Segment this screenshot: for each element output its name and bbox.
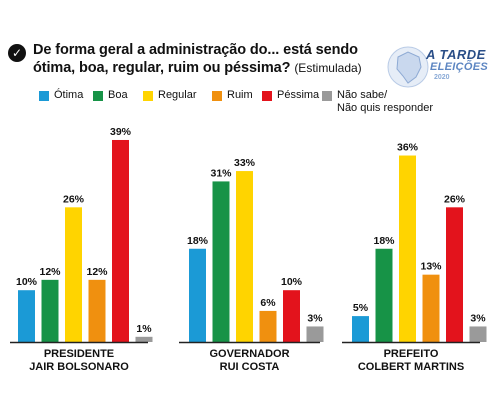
- question-text: De forma geral a administração do... est…: [33, 42, 358, 76]
- bar: [88, 279, 106, 342]
- legend-swatch: [39, 91, 49, 101]
- data-label: 5%: [353, 302, 369, 314]
- data-label: 13%: [420, 261, 442, 273]
- data-label: 1%: [136, 323, 152, 335]
- logo-line1: A TARDE: [426, 47, 486, 62]
- bar: [469, 326, 487, 342]
- legend-label: Boa: [108, 89, 128, 101]
- chart-title: De forma geral a administração do... est…: [33, 41, 373, 77]
- data-label: 26%: [444, 193, 466, 205]
- legend-swatch: [212, 91, 222, 101]
- data-label: 12%: [86, 266, 108, 278]
- group-label-line2: JAIR BOLSONARO: [29, 361, 129, 373]
- bar: [399, 155, 416, 342]
- bar: [446, 207, 463, 342]
- bar: [212, 181, 230, 342]
- group-label: GOVERNADOR RUI COSTA: [180, 348, 320, 374]
- data-label: 10%: [281, 276, 303, 288]
- bar: [283, 290, 300, 342]
- data-label: 36%: [397, 142, 419, 154]
- data-label: 39%: [110, 126, 132, 138]
- legend-label: Ótima: [54, 89, 84, 101]
- bar: [375, 248, 393, 342]
- legend-label: Regular: [158, 89, 197, 101]
- data-label: 10%: [16, 276, 38, 288]
- legend-swatch: [93, 91, 103, 101]
- check-circle-icon: ✓: [8, 44, 26, 62]
- logo-line2: ELEIÇÕES: [430, 61, 489, 73]
- data-label: 3%: [307, 312, 323, 324]
- data-label: 31%: [210, 167, 232, 179]
- data-label: 6%: [260, 297, 276, 309]
- bar: [41, 279, 59, 342]
- bar: [259, 310, 277, 342]
- data-label: 18%: [373, 235, 395, 247]
- logo-line3: 2020: [434, 74, 450, 81]
- data-label: 26%: [63, 193, 85, 205]
- data-label: 3%: [470, 312, 486, 324]
- bar: [189, 248, 206, 342]
- bar: [352, 316, 369, 342]
- bar: [236, 171, 253, 342]
- brazil-map-icon: [387, 46, 429, 88]
- legend-swatch: [262, 91, 272, 101]
- data-label: 12%: [39, 266, 61, 278]
- group-label-line2: COLBERT MARTINS: [357, 361, 465, 373]
- bar: [306, 326, 324, 342]
- bar: [65, 207, 82, 342]
- data-label: 18%: [187, 235, 209, 247]
- group-label-line1: PRESIDENTE: [43, 348, 115, 360]
- bar: [422, 274, 440, 342]
- a-tarde-eleicoes-logo: A TARDE ELEIÇÕES 2020: [386, 43, 490, 95]
- data-label: 33%: [234, 157, 256, 169]
- legend-swatch: [322, 91, 332, 101]
- bar: [135, 336, 153, 342]
- legend-label: Ruim: [227, 89, 253, 101]
- legend-label: Péssima: [277, 89, 320, 101]
- bar: [18, 290, 35, 342]
- group-label-line2: RUI COSTA: [219, 361, 280, 373]
- legend-label: Não sabe/ Não quis responder: [337, 89, 434, 114]
- legend-swatch: [143, 91, 153, 101]
- group-label-line1: GOVERNADOR: [209, 348, 290, 360]
- group-label-line1: PREFEITO: [383, 348, 439, 360]
- question-note: (Estimulada): [294, 61, 362, 75]
- group-label: PREFEITO COLBERT MARTINS: [341, 348, 481, 374]
- group-label: PRESIDENTE JAIR BOLSONARO: [9, 348, 149, 374]
- bar: [112, 139, 129, 342]
